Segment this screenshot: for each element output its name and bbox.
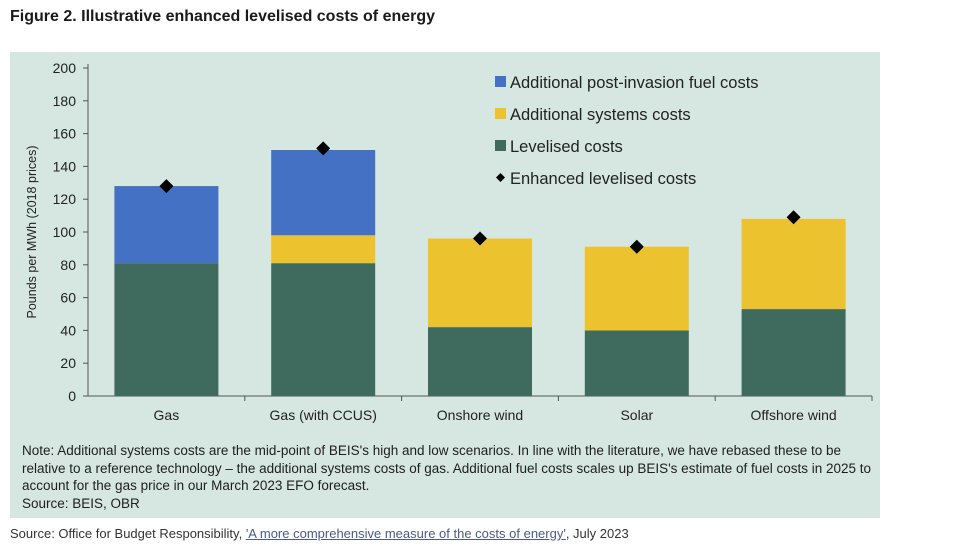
source-suffix: , July 2023 [565, 526, 629, 541]
legend-label: Additional post-invasion fuel costs [510, 74, 759, 92]
legend-label: Levelised costs [510, 138, 623, 156]
legend-label: Additional systems costs [510, 106, 691, 124]
legend-marker [496, 173, 505, 182]
bar-segment-levelised [271, 263, 376, 396]
bar-segment-systems [428, 238, 532, 328]
y-tick-label: 140 [53, 158, 77, 174]
legend-swatch [495, 108, 506, 119]
y-tick-label: 120 [53, 191, 77, 207]
y-tick-label: 60 [60, 290, 76, 306]
x-tick-label: Offshore wind [751, 407, 837, 423]
source-line: Source: Office for Budget Responsibility… [10, 526, 629, 541]
source-prefix: Source: Office for Budget Responsibility… [10, 526, 246, 541]
bar-segment-fuel [271, 150, 376, 236]
y-tick-label: 80 [60, 257, 76, 273]
legend-swatch [495, 76, 506, 87]
chart-note: Note: Additional systems costs are the m… [22, 442, 872, 512]
y-axis-label: Pounds per MWh (2018 prices) [25, 146, 39, 319]
enhanced-cost-marker [629, 239, 644, 254]
bar-segment-systems [271, 235, 376, 264]
enhanced-cost-marker [316, 141, 331, 156]
y-tick-label: 0 [68, 388, 76, 404]
bar-segment-levelised [584, 330, 689, 396]
enhanced-cost-marker [473, 231, 487, 246]
y-tick-label: 200 [53, 60, 77, 76]
y-tick-label: 180 [53, 93, 77, 109]
x-tick-label: Solar [620, 407, 653, 423]
bar-segment-systems [584, 246, 689, 331]
y-tick-label: 160 [53, 126, 77, 142]
bar-segment-levelised [428, 327, 532, 396]
x-tick-label: Gas (with CCUS) [270, 407, 377, 423]
bar-segment-systems [741, 218, 846, 310]
bar-segment-levelised [114, 263, 219, 396]
chart-panel: 0 20 40 60 80 100 120 140 160 180 200 Pounds per MW… [10, 52, 880, 518]
x-tick-label: Onshore wind [437, 407, 523, 423]
note-text: Note: Additional systems costs are the m… [22, 443, 872, 493]
figure-title: Figure 2. Illustrative enhanced levelise… [10, 8, 436, 25]
x-tick-label: Gas [154, 407, 180, 423]
y-tick-label: 100 [53, 224, 77, 240]
legend-swatch [495, 140, 506, 151]
source-link[interactable]: 'A more comprehensive measure of the cos… [245, 526, 566, 541]
bar-segment-levelised [741, 309, 846, 396]
bar-segment-fuel [114, 186, 219, 264]
y-tick-label: 40 [60, 322, 76, 338]
chart: 0 20 40 60 80 100 120 140 160 180 200 Pounds per MW… [25, 60, 873, 423]
enhanced-cost-marker [159, 179, 174, 194]
enhanced-cost-marker [786, 210, 801, 225]
legend-label: Enhanced levelised costs [510, 170, 696, 188]
y-tick-label: 20 [60, 355, 76, 371]
note-source: Source: BEIS, OBR [22, 495, 140, 511]
